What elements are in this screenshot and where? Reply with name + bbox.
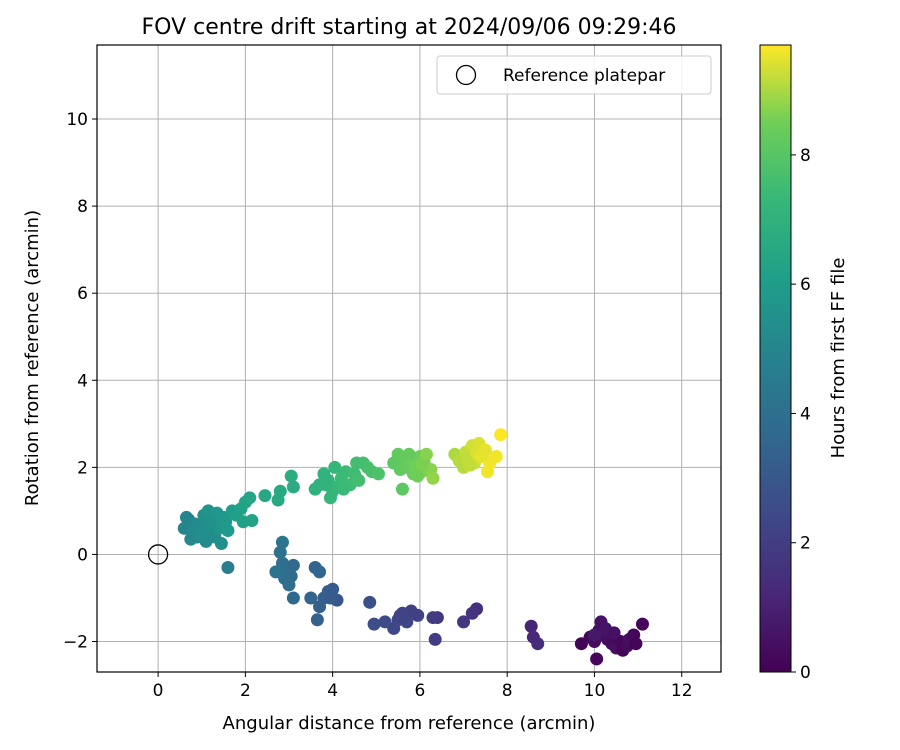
data-point: [286, 480, 300, 494]
x-axis-ticks: 0 2 4 6 8 10 12: [153, 672, 693, 701]
x-tick-label: 12: [671, 681, 693, 701]
colorbar-tick-label: 8: [800, 146, 811, 166]
data-point: [363, 595, 377, 609]
colorbar-label: Hours from first FF file: [828, 258, 849, 459]
data-point: [587, 628, 601, 642]
data-point: [214, 537, 228, 551]
data-point: [489, 449, 503, 463]
data-point: [393, 608, 407, 622]
data-point: [210, 506, 224, 520]
reference-marker: [147, 544, 169, 565]
data-point: [607, 626, 621, 640]
data-points: [177, 428, 649, 666]
data-point: [367, 617, 381, 631]
data-point: [304, 591, 318, 605]
x-tick-label: 6: [414, 681, 425, 701]
legend-marker-icon: [455, 64, 477, 86]
colorbar-tick-label: 0: [800, 663, 811, 683]
y-tick-label: 4: [77, 371, 88, 391]
x-tick-label: 0: [153, 681, 164, 701]
data-point: [286, 591, 300, 605]
chart-title: FOV centre drift starting at 2024/09/06 …: [142, 15, 677, 40]
data-point: [371, 467, 385, 481]
x-axis-label: Angular distance from reference (arcmin): [223, 713, 596, 734]
y-tick-label: −2: [63, 633, 88, 653]
data-point: [635, 617, 649, 631]
y-tick-label: 8: [77, 197, 88, 217]
data-point: [236, 515, 250, 529]
data-point: [590, 652, 604, 666]
data-point: [243, 491, 257, 505]
x-tick-label: 4: [327, 681, 338, 701]
data-point: [258, 489, 272, 503]
colorbar-ticks: 0 2 4 6 8: [791, 146, 811, 683]
data-point: [323, 591, 337, 605]
data-point: [184, 532, 198, 546]
data-point: [273, 545, 287, 559]
data-point: [195, 528, 209, 542]
y-axis-ticks: −2 0 2 4 6 8 10: [63, 110, 97, 653]
colorbar-tick-label: 4: [800, 404, 811, 424]
data-point: [313, 600, 327, 614]
colorbar: 0 2 4 6 8 Hours from first FF file: [759, 44, 849, 683]
data-point: [411, 469, 425, 483]
data-point: [419, 447, 433, 461]
data-point: [463, 458, 477, 472]
x-tick-label: 8: [502, 681, 513, 701]
data-point: [428, 632, 442, 646]
data-point: [465, 606, 479, 620]
data-point: [284, 469, 298, 483]
data-point: [629, 637, 643, 651]
data-point: [179, 510, 193, 524]
data-point: [457, 615, 471, 629]
grid-lines: [97, 45, 721, 672]
data-point: [219, 515, 233, 529]
data-point: [286, 558, 300, 572]
data-point: [271, 493, 285, 507]
x-tick-label: 10: [584, 681, 606, 701]
reference-platepar-marker: [147, 544, 169, 565]
data-point: [203, 517, 217, 531]
data-point: [402, 447, 416, 461]
data-point: [221, 561, 235, 574]
y-tick-label: 0: [77, 545, 88, 565]
data-point: [476, 447, 490, 461]
data-point: [350, 456, 364, 470]
y-axis-label: Rotation from reference (arcmin): [22, 210, 43, 506]
data-point: [352, 473, 366, 487]
data-point: [275, 535, 289, 549]
colorbar-tick-label: 6: [800, 275, 811, 295]
data-point: [319, 478, 333, 492]
data-point: [337, 482, 351, 496]
data-point: [531, 637, 545, 651]
data-point: [494, 428, 508, 442]
colorbar-gradient: [759, 44, 792, 673]
data-point: [395, 482, 409, 496]
data-point: [313, 565, 327, 579]
legend-entry-label: Reference platepar: [503, 66, 665, 86]
y-tick-label: 6: [77, 284, 88, 304]
data-point: [524, 619, 538, 633]
legend: Reference platepar: [436, 55, 712, 95]
data-point: [328, 460, 342, 474]
colorbar-tick-label: 2: [800, 534, 811, 554]
y-tick-label: 2: [77, 458, 88, 478]
data-point: [426, 471, 440, 485]
data-point: [310, 613, 324, 627]
data-point: [426, 611, 440, 625]
y-tick-label: 10: [66, 110, 88, 130]
data-point: [278, 571, 292, 585]
data-point: [378, 615, 392, 629]
x-tick-label: 2: [240, 681, 251, 701]
plot-frame: [96, 44, 722, 673]
data-point: [415, 458, 429, 472]
legend-box: [436, 55, 712, 95]
